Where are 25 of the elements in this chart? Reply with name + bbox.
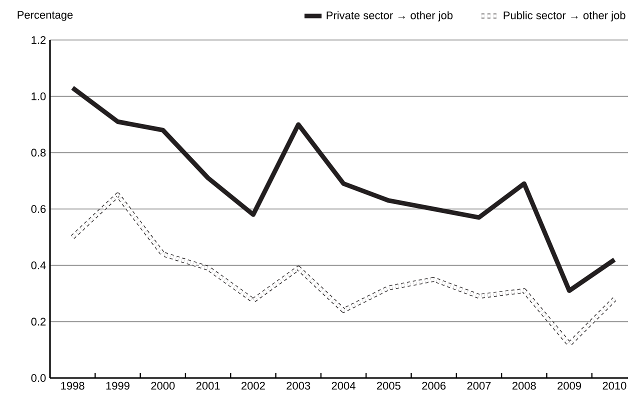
y-tick-label: 1.0: [32, 92, 46, 100]
x-tick-label: 2008: [512, 382, 536, 390]
x-tick-label: 1999: [106, 382, 130, 390]
y-tick-label: 0.8: [31, 148, 46, 157]
y-axis-title: Percentage: [18, 11, 73, 21]
x-tick-label: 2000: [151, 382, 175, 390]
x-tick-label: 2010: [602, 382, 626, 390]
x-tick-label: 2004: [332, 382, 356, 390]
x-tick-label: 2003: [286, 382, 310, 390]
x-tick-label: 2005: [376, 382, 400, 390]
line-series: [70, 192, 617, 347]
y-tick-label: 0.2: [31, 318, 46, 326]
legend-label: Public sector → other job: [504, 11, 626, 22]
y-tick-label: 0.0: [31, 374, 46, 382]
x-tick-label: 2007: [467, 382, 491, 390]
legend-label: Private sector → other job: [326, 11, 453, 22]
line-series: [70, 86, 617, 293]
x-tick-label: 2002: [242, 382, 265, 390]
y-tick-label: 0.4: [31, 261, 46, 270]
x-tick-label: 2006: [422, 382, 446, 390]
y-tick-label: 0.6: [31, 205, 46, 213]
x-tick-label: 2001: [196, 382, 220, 390]
x-tick-label: 1998: [61, 382, 84, 390]
y-tick-label: 1.2: [32, 36, 46, 44]
x-tick-label: 2009: [558, 382, 582, 390]
